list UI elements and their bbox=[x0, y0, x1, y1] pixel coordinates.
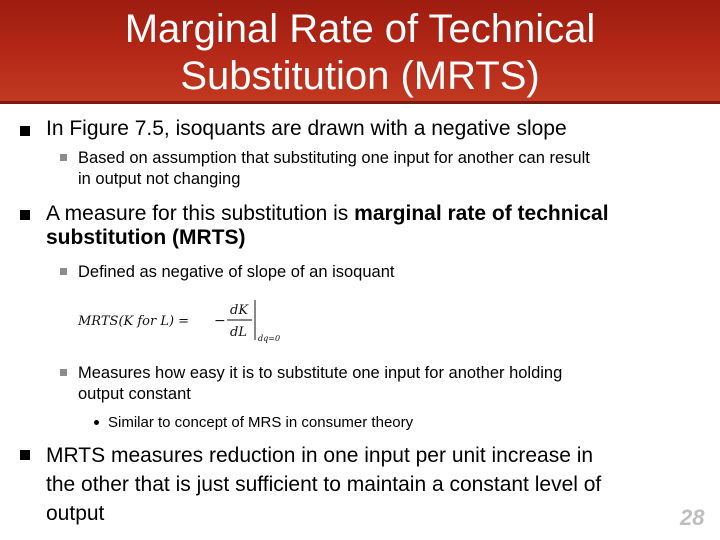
dot-bullet-icon bbox=[94, 420, 99, 425]
bullet-2-text: A measure for this substitution is margi… bbox=[46, 202, 609, 249]
square-bullet-icon bbox=[20, 126, 30, 136]
square-bullet-icon bbox=[60, 369, 67, 376]
mrts-formula: MRTS(K for L) = − dK dL dq=0 bbox=[77, 296, 318, 346]
sub-bullet-2-2: Measures how easy it is to substitute on… bbox=[78, 364, 563, 403]
title-line-1: Marginal Rate of Technical bbox=[124, 7, 596, 51]
slide-title: Marginal Rate of Technical Substitution … bbox=[0, 6, 720, 100]
title-bar: Marginal Rate of Technical Substitution … bbox=[0, 0, 720, 104]
formula-subscript: dq=0 bbox=[258, 334, 280, 343]
formula-lhs: MRTS(K for L) = bbox=[78, 314, 189, 329]
sub-bullet-1-1: Based on assumption that substituting on… bbox=[78, 149, 590, 188]
bullet-3-text: MRTS measures reduction in one input per… bbox=[46, 444, 602, 525]
mrts-term: marginal rate of technical bbox=[354, 202, 609, 225]
formula-denominator: dL bbox=[230, 325, 247, 340]
sub-bullet-2-1: Defined as negative of slope of an isoqu… bbox=[78, 263, 395, 281]
formula-graphic: MRTS(K for L) = − dK dL dq=0 bbox=[77, 300, 280, 343]
square-bullet-icon bbox=[60, 268, 67, 275]
square-bullet-icon bbox=[20, 210, 30, 220]
page-number: 28 bbox=[680, 505, 705, 530]
square-bullet-icon bbox=[20, 450, 30, 460]
sub-sub-bullet-2-2-1: Similar to concept of MRS in consumer th… bbox=[108, 414, 414, 431]
formula-numerator: dK bbox=[230, 303, 249, 318]
formula-minus: − bbox=[214, 313, 226, 329]
bullet-1-text: In Figure 7.5, isoquants are drawn with … bbox=[46, 117, 567, 140]
title-line-2: Substitution (MRTS) bbox=[180, 54, 540, 98]
square-bullet-icon bbox=[60, 154, 67, 161]
